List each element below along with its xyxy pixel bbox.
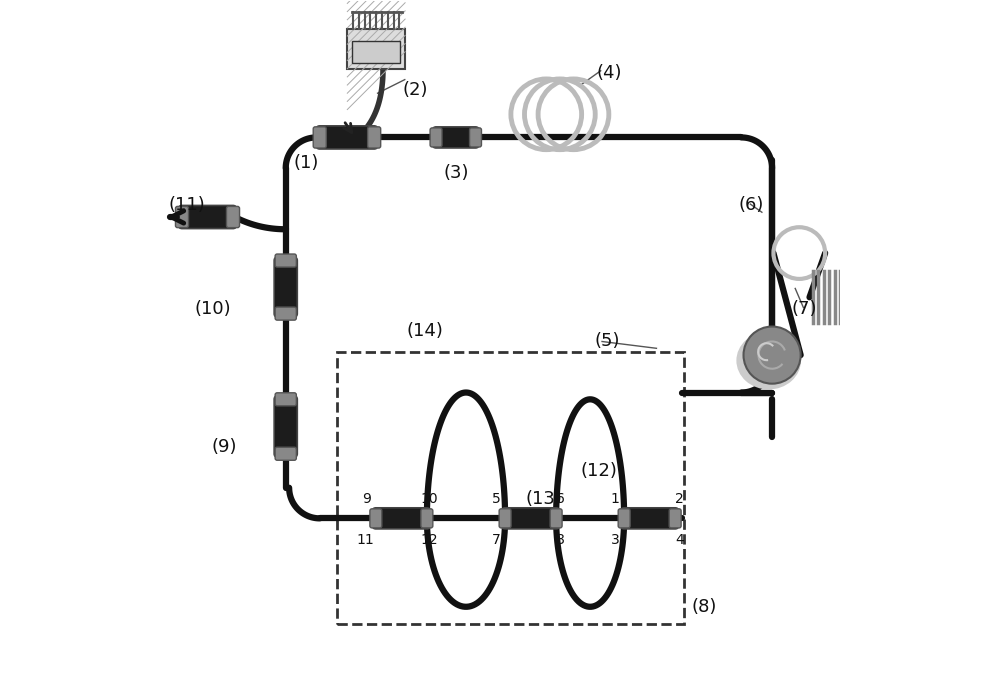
Text: (3): (3)	[443, 164, 469, 182]
FancyBboxPatch shape	[274, 396, 297, 457]
Text: (5): (5)	[595, 333, 620, 350]
Text: (7): (7)	[792, 300, 817, 318]
FancyBboxPatch shape	[226, 206, 240, 227]
Text: (9): (9)	[212, 438, 237, 456]
Text: 7: 7	[492, 533, 501, 547]
Text: (10): (10)	[195, 300, 231, 318]
FancyBboxPatch shape	[499, 509, 511, 528]
Text: (14): (14)	[407, 322, 444, 340]
Ellipse shape	[736, 332, 801, 389]
FancyBboxPatch shape	[368, 127, 381, 148]
Text: (13): (13)	[526, 490, 563, 508]
Text: (12): (12)	[580, 462, 617, 479]
FancyBboxPatch shape	[421, 509, 433, 528]
Text: 4: 4	[675, 533, 684, 547]
Text: 5: 5	[492, 492, 501, 506]
FancyBboxPatch shape	[275, 447, 296, 460]
FancyBboxPatch shape	[370, 509, 382, 528]
Text: 6: 6	[556, 492, 565, 506]
Bar	[337, 352, 684, 624]
FancyBboxPatch shape	[618, 509, 630, 528]
FancyBboxPatch shape	[621, 508, 679, 529]
FancyBboxPatch shape	[372, 508, 430, 529]
Text: (4): (4)	[596, 64, 622, 82]
FancyBboxPatch shape	[430, 128, 442, 147]
FancyBboxPatch shape	[275, 254, 296, 267]
Circle shape	[744, 326, 801, 384]
FancyBboxPatch shape	[275, 307, 296, 320]
FancyBboxPatch shape	[502, 508, 560, 529]
Text: 8: 8	[556, 533, 565, 547]
FancyBboxPatch shape	[433, 127, 479, 148]
Text: (1): (1)	[293, 154, 319, 172]
FancyBboxPatch shape	[550, 509, 562, 528]
FancyBboxPatch shape	[313, 127, 326, 148]
FancyBboxPatch shape	[179, 206, 236, 229]
FancyBboxPatch shape	[347, 29, 405, 69]
FancyBboxPatch shape	[352, 41, 400, 63]
Text: 12: 12	[421, 533, 438, 547]
Text: 1: 1	[611, 492, 620, 506]
Text: (6): (6)	[739, 197, 764, 214]
Text: (2): (2)	[402, 81, 428, 99]
FancyBboxPatch shape	[274, 257, 297, 317]
FancyBboxPatch shape	[175, 206, 189, 227]
FancyBboxPatch shape	[669, 509, 681, 528]
FancyBboxPatch shape	[275, 393, 296, 406]
FancyBboxPatch shape	[470, 128, 481, 147]
Text: 10: 10	[421, 492, 438, 506]
Text: 2: 2	[675, 492, 684, 506]
Text: 3: 3	[611, 533, 620, 547]
Text: (11): (11)	[169, 197, 205, 214]
Text: 9: 9	[363, 492, 371, 506]
FancyBboxPatch shape	[316, 126, 378, 149]
Text: (8): (8)	[691, 598, 717, 616]
Text: 11: 11	[357, 533, 375, 547]
